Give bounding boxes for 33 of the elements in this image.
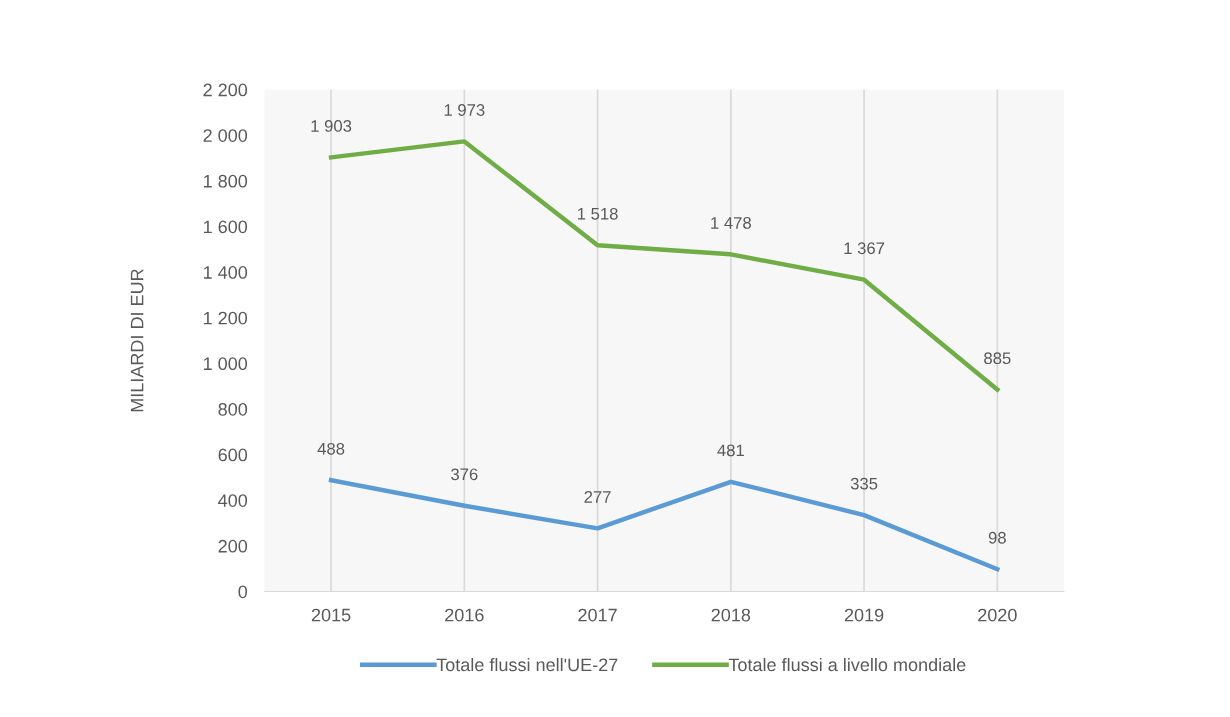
y-tick-label: 400 — [218, 494, 248, 507]
data-label: 335 — [850, 477, 878, 490]
data-label: 885 — [984, 352, 1011, 365]
data-label: 1 973 — [444, 104, 485, 116]
data-label: 98 — [988, 531, 1006, 544]
data-label: 1 367 — [844, 242, 885, 255]
data-label: 1 903 — [311, 120, 352, 132]
y-tick-label: 200 — [218, 539, 248, 553]
data-label: 376 — [451, 468, 478, 481]
y-tick-label: 2 000 — [203, 129, 248, 142]
y-tick-label: 1 800 — [203, 174, 248, 188]
x-tick-label: 2015 — [311, 608, 351, 622]
y-tick-label: 1 600 — [203, 220, 248, 234]
legend-label: Totale flussi a livello mondiale — [728, 657, 966, 672]
legend-label: Totale flussi nell'UE-27 — [436, 657, 618, 672]
y-tick-label: 1 400 — [203, 266, 248, 279]
y-tick-label: 0 — [238, 585, 248, 599]
x-tick-label: 2019 — [844, 608, 884, 622]
data-label: 481 — [717, 444, 744, 457]
y-tick-label: 2 200 — [203, 83, 248, 97]
x-tick-label: 2017 — [578, 608, 617, 622]
y-tick-label: 1 000 — [203, 357, 248, 371]
data-label: 1 478 — [711, 217, 751, 229]
data-label: 277 — [584, 491, 611, 503]
data-label: 1 518 — [577, 207, 618, 220]
x-tick-label: 2020 — [978, 608, 1017, 622]
y-axis-title: MILIARDI DI EUR — [130, 269, 144, 412]
y-tick-label: 1 200 — [203, 311, 248, 325]
x-tick-label: 2018 — [711, 608, 751, 622]
y-tick-label: 600 — [218, 448, 248, 462]
x-tick-label: 2016 — [445, 608, 484, 622]
data-label: 488 — [317, 442, 345, 455]
y-tick-label: 800 — [218, 402, 248, 416]
